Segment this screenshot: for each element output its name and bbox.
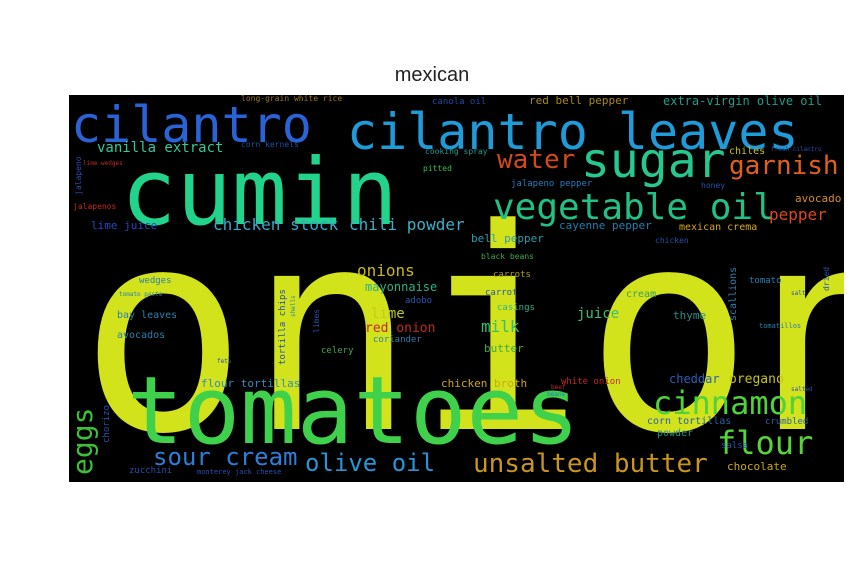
word-sour-cream: sour cream [153,443,298,471]
word-corn-tortillas: corn tortillas [647,416,732,427]
word-pepper: pepper [769,205,827,224]
word-bell-pepper: bell pepper [471,232,544,245]
word-cumin: cumin [121,139,398,246]
word-powder: powder [657,428,694,439]
word-monterey-jack-cheese: monterey jack cheese [197,468,282,476]
word-vanilla-extract: vanilla extract [97,140,224,156]
word-eggs: eggs [69,407,99,475]
word-water: water [497,145,576,175]
chart-title: mexican [394,64,470,86]
word-corn-kernels: corn kernels [241,140,299,149]
word-chocolate: chocolate [727,460,787,473]
word-celery: celery [321,346,354,356]
word-zucchini: zucchini [129,466,173,476]
word-red-onion: red onion [365,321,436,336]
word-wedges: wedges [139,276,172,286]
word-chicken: chicken [655,236,689,245]
word-onions: onions [357,261,415,280]
word-cheddar: cheddar [669,372,720,386]
word-jalapeno: jalapeno [74,156,83,195]
word-oregano: oregano [729,372,784,387]
word-thyme: thyme [673,309,707,322]
word-pitted: pitted [423,164,452,173]
word-lime-wedges: lime wedges [83,160,123,167]
word-limes: limes [312,308,321,333]
word-salted: salted [791,386,813,393]
word-extra-virgin-olive-oil: extra-virgin olive oil [663,95,822,108]
word-black-beans: black beans [481,252,534,261]
word-lime-juice: lime juice [91,219,158,232]
word-fresh-cilantro: fresh cilantro [771,146,822,153]
word-feta: feta [217,358,232,365]
word-butter: butter [484,342,524,355]
word-chiles: chiles [729,146,766,157]
word-tomato: tomato [749,276,782,286]
word-cooking-spray: cooking spray [425,147,488,156]
word-unsalted-butter: unsalted butter [473,449,708,479]
word-cayenne-pepper: cayenne pepper [559,219,652,232]
word-chorizo: chorizo [102,405,112,443]
word-casings: casings [497,303,535,313]
word-avocado: avocado [795,192,842,205]
word-white-onion: white onion [561,377,621,387]
word-shells: shells [290,295,297,317]
word-carrots: carrots [493,270,531,280]
word-olive-oil: olive oil [305,449,436,477]
word-lime: lime [371,306,405,322]
word-vegetable-oil: vegetable oil [493,187,775,228]
word-onion: onion [79,170,844,482]
word-scallions: scallions [728,266,739,321]
word-cream: cream [626,289,657,300]
word-canola-oil: canola oil [432,97,487,107]
word-crumbled: crumbled [765,417,809,427]
word-avocados: avocados [117,330,166,341]
word-honey: honey [701,181,726,190]
word-chicken-stock: chicken stock [213,215,339,234]
word-tomato-paste: tomato paste [119,291,163,298]
word-long-grain-white-rice: long-grain white rice [241,95,343,103]
word-cinnamon: cinnamon [653,384,808,422]
word-mayonnaise: mayonnaise [365,280,438,294]
word-cilantro: cilantro [71,96,312,154]
word-chili-powder: chili powder [349,215,465,234]
word-adobo: adobo [405,296,433,306]
word-dried: dried [822,266,831,291]
word-salt: salt [791,290,806,297]
word-salsa: salsa [721,441,749,451]
word-cloud: onion cumin tomatoes cilantro cilantro leave… [69,95,844,482]
word-tomatillos: tomatillos [759,322,802,330]
word-carrot: carrot [485,288,518,298]
word-juice: juice [577,306,620,322]
word-tomatoes: tomatoes [127,357,580,466]
word-beans: beans [547,391,566,398]
word-bay-leaves: bay leaves [117,310,178,321]
word-mexican-crema: mexican crema [679,222,758,233]
word-chicken-broth: chicken broth [441,377,528,390]
word-milk: milk [481,317,520,336]
word-jalapenos: jalapenos [73,202,117,211]
word-flour: flour [717,424,814,462]
word-garnish: garnish [729,151,839,181]
word-flour-tortillas: flour tortillas [201,377,301,390]
word-red-bell-pepper: red bell pepper [529,95,629,107]
word-cilantro-leaves: cilantro leaves [347,103,799,161]
word-tortilla-chips: tortilla chips [278,289,288,365]
word-jalapeno-pepper: jalapeno pepper [511,179,593,189]
word-coriander: coriander [373,335,422,345]
word-beef: beef [551,384,566,391]
word-sugar: sugar [581,133,726,189]
